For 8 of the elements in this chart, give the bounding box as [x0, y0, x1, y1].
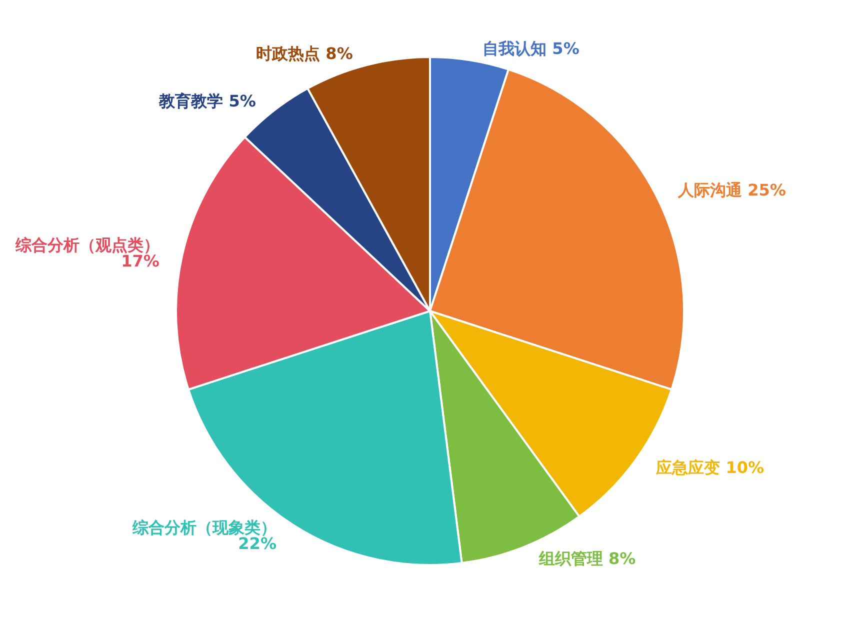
slice-label: 应急应变 10% — [655, 458, 764, 477]
slice-label: 自我认知 5% — [482, 38, 580, 58]
slice-label: 人际沟通 25% — [677, 180, 786, 200]
slice-label: 综合分析（现象类） — [131, 518, 276, 538]
slice-label: 综合分析（观点类） — [14, 235, 160, 254]
slice-label: 时政热点 8% — [256, 44, 353, 63]
slice-label: 教育教学 5% — [158, 91, 256, 110]
slice-label: 组织管理 8% — [538, 548, 636, 568]
